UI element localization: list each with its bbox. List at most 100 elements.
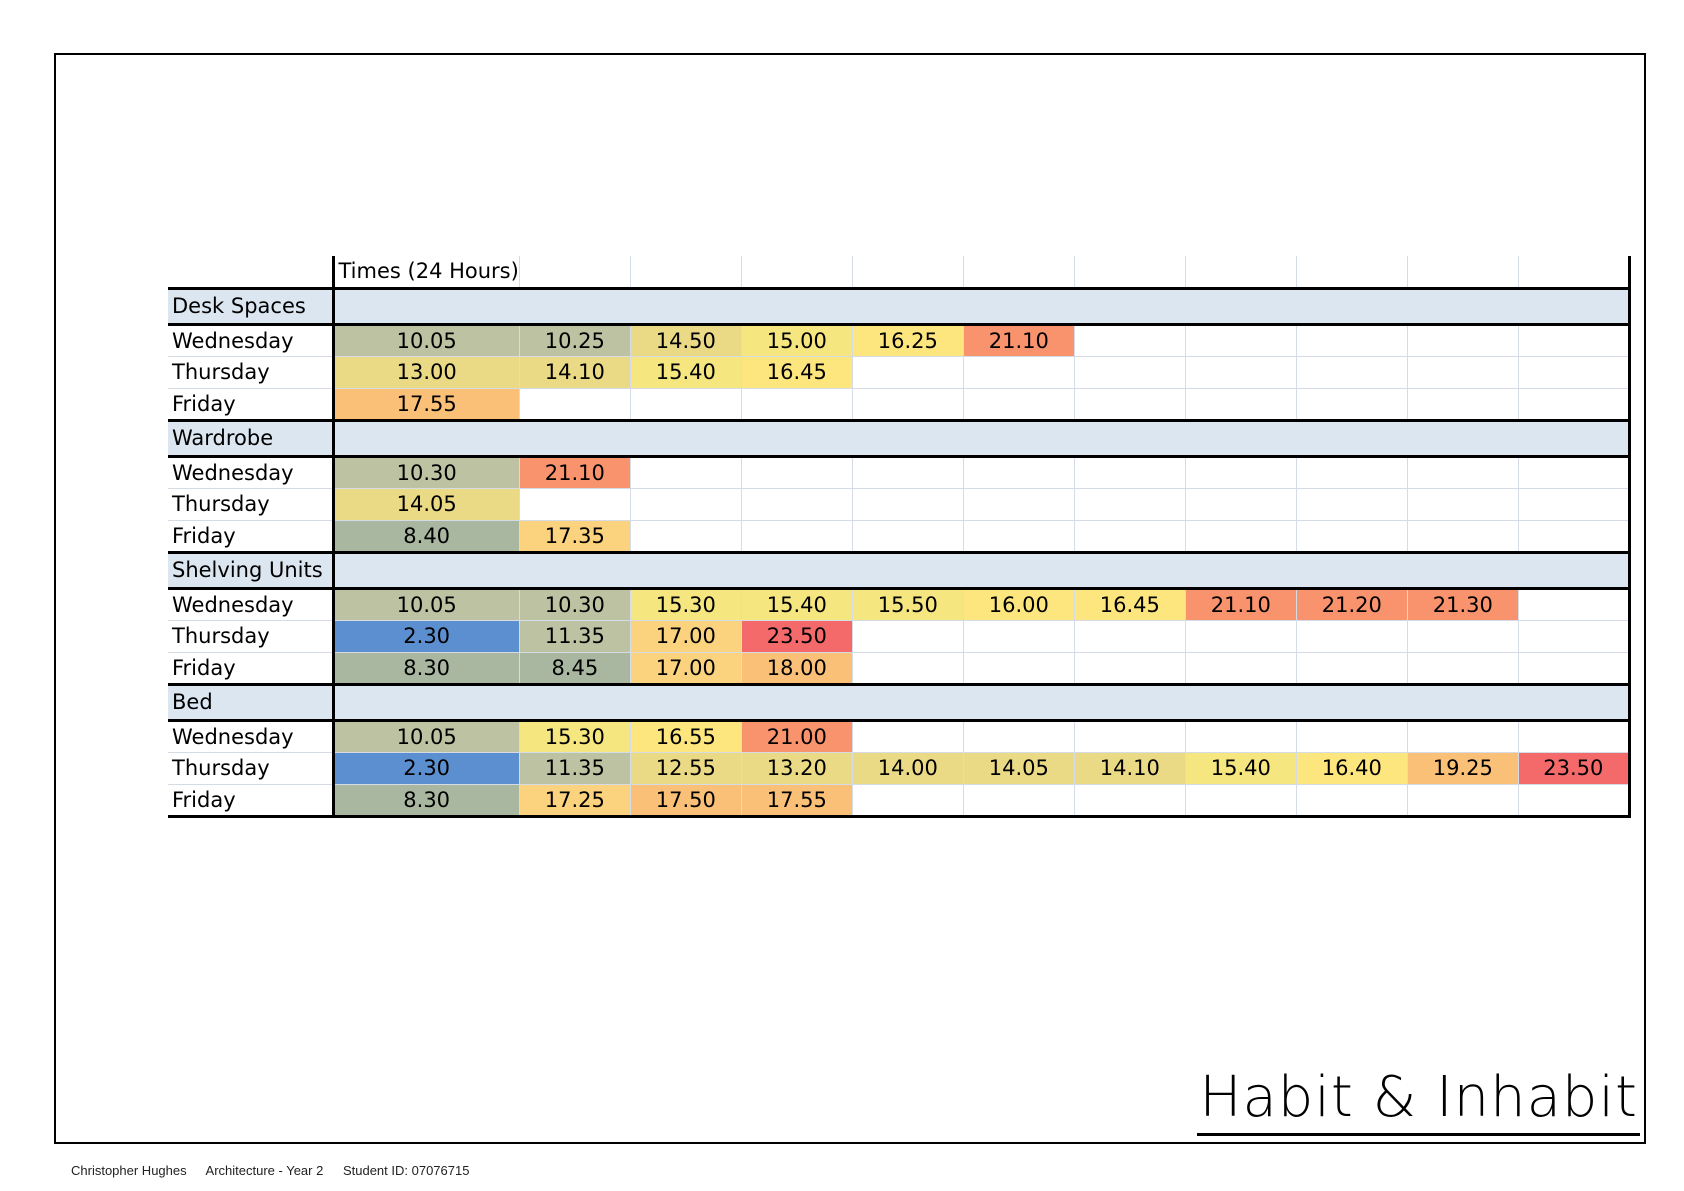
day-label: Wednesday [168, 720, 335, 753]
empty-cell [1407, 720, 1519, 753]
day-label: Wednesday [168, 456, 335, 489]
empty-cell [1296, 720, 1408, 753]
empty-cell [1518, 356, 1631, 389]
footer: Christopher Hughes Architecture - Year 2… [71, 1163, 485, 1178]
empty-cell [963, 456, 1075, 489]
time-cell: 17.25 [519, 784, 631, 818]
time-cell: 14.10 [519, 356, 631, 389]
day-row: Wednesday 10.05 10.30 15.30 15.40 15.50 16.00 1… [168, 588, 1631, 621]
time-cell: 19.25 [1407, 752, 1519, 785]
empty-cell [1296, 620, 1408, 653]
empty-cell [741, 520, 853, 554]
times-header: Times (24 Hours) [333, 256, 520, 289]
section-header-row: Desk Spaces [168, 286, 1631, 326]
day-row: Wednesday 10.05 15.30 16.55 21.00 [168, 720, 1631, 753]
section-band [333, 550, 1631, 590]
day-label: Thursday [168, 752, 335, 785]
day-row: Thursday 13.00 14.10 15.40 16.45 [168, 356, 1631, 389]
title-block: Habit & Inhabit [1197, 1065, 1640, 1136]
time-cell: 15.40 [1185, 752, 1297, 785]
empty-cell [1074, 388, 1186, 422]
empty-cell [963, 356, 1075, 389]
empty-cell [852, 720, 964, 753]
time-cell: 16.45 [1074, 588, 1186, 621]
time-cell: 10.30 [333, 456, 520, 489]
empty-cell [1296, 356, 1408, 389]
empty-cell [1074, 520, 1186, 554]
time-cell: 15.40 [741, 588, 853, 621]
time-cell: 14.50 [630, 324, 742, 357]
time-cell: 14.10 [1074, 752, 1186, 785]
header-empty-cell [1185, 256, 1297, 289]
time-cell: 10.05 [333, 324, 520, 357]
time-cell: 10.25 [519, 324, 631, 357]
section-header-row: Wardrobe [168, 418, 1631, 458]
day-row: Wednesday 10.30 21.10 [168, 456, 1631, 489]
empty-cell [852, 456, 964, 489]
empty-cell [1074, 652, 1186, 686]
sheet-title: Habit & Inhabit [1197, 1065, 1640, 1136]
section-name: Bed [168, 682, 335, 722]
day-row: Friday 8.40 17.35 [168, 520, 1631, 554]
time-cell: 15.00 [741, 324, 853, 357]
empty-cell [1296, 520, 1408, 554]
empty-cell [1185, 456, 1297, 489]
time-cell: 16.40 [1296, 752, 1408, 785]
day-label: Friday [168, 520, 335, 554]
empty-cell [1296, 488, 1408, 521]
empty-cell [1185, 620, 1297, 653]
time-cell: 15.40 [630, 356, 742, 389]
empty-cell [519, 388, 631, 422]
day-label: Wednesday [168, 324, 335, 357]
time-cell: 21.10 [1185, 588, 1297, 621]
empty-cell [1074, 324, 1186, 357]
empty-cell [1185, 388, 1297, 422]
time-cell: 21.10 [519, 456, 631, 489]
time-cell: 14.00 [852, 752, 964, 785]
empty-cell [1296, 388, 1408, 422]
empty-cell [1518, 620, 1631, 653]
header-empty-cell [1407, 256, 1519, 289]
time-cell: 8.30 [333, 784, 520, 818]
time-cell: 23.50 [741, 620, 853, 653]
empty-cell [852, 652, 964, 686]
empty-cell [741, 488, 853, 521]
time-cell: 13.20 [741, 752, 853, 785]
empty-cell [963, 652, 1075, 686]
empty-cell [1407, 356, 1519, 389]
time-cell: 17.55 [333, 388, 520, 422]
empty-cell [1296, 324, 1408, 357]
empty-cell [630, 520, 742, 554]
empty-cell [630, 388, 742, 422]
day-label: Thursday [168, 488, 335, 521]
empty-cell [1518, 324, 1631, 357]
header-empty-cell [963, 256, 1075, 289]
day-label: Thursday [168, 356, 335, 389]
time-cell: 21.30 [1407, 588, 1519, 621]
time-cell: 18.00 [741, 652, 853, 686]
empty-cell [852, 488, 964, 521]
time-cell: 17.50 [630, 784, 742, 818]
header-empty-cell [1074, 256, 1186, 289]
empty-cell [963, 388, 1075, 422]
time-cell: 16.55 [630, 720, 742, 753]
header-empty-cell [519, 256, 631, 289]
time-cell: 10.05 [333, 720, 520, 753]
time-cell: 17.55 [741, 784, 853, 818]
times-table: Times (24 Hours) Desk Spaces Wednesday 10.0… [168, 256, 1631, 818]
day-label: Wednesday [168, 588, 335, 621]
time-cell: 16.45 [741, 356, 853, 389]
empty-cell [1185, 324, 1297, 357]
empty-cell [1518, 784, 1631, 818]
empty-cell [1407, 488, 1519, 521]
empty-cell [1407, 456, 1519, 489]
day-row: Thursday 2.30 11.35 12.55 13.20 14.00 14.05 14.… [168, 752, 1631, 785]
empty-cell [1407, 324, 1519, 357]
empty-cell [963, 620, 1075, 653]
footer-student-id: Student ID: 07076715 [342, 1163, 470, 1178]
day-label: Thursday [168, 620, 335, 653]
empty-cell [519, 488, 631, 521]
empty-cell [630, 456, 742, 489]
time-cell: 14.05 [963, 752, 1075, 785]
time-cell: 14.05 [333, 488, 520, 521]
